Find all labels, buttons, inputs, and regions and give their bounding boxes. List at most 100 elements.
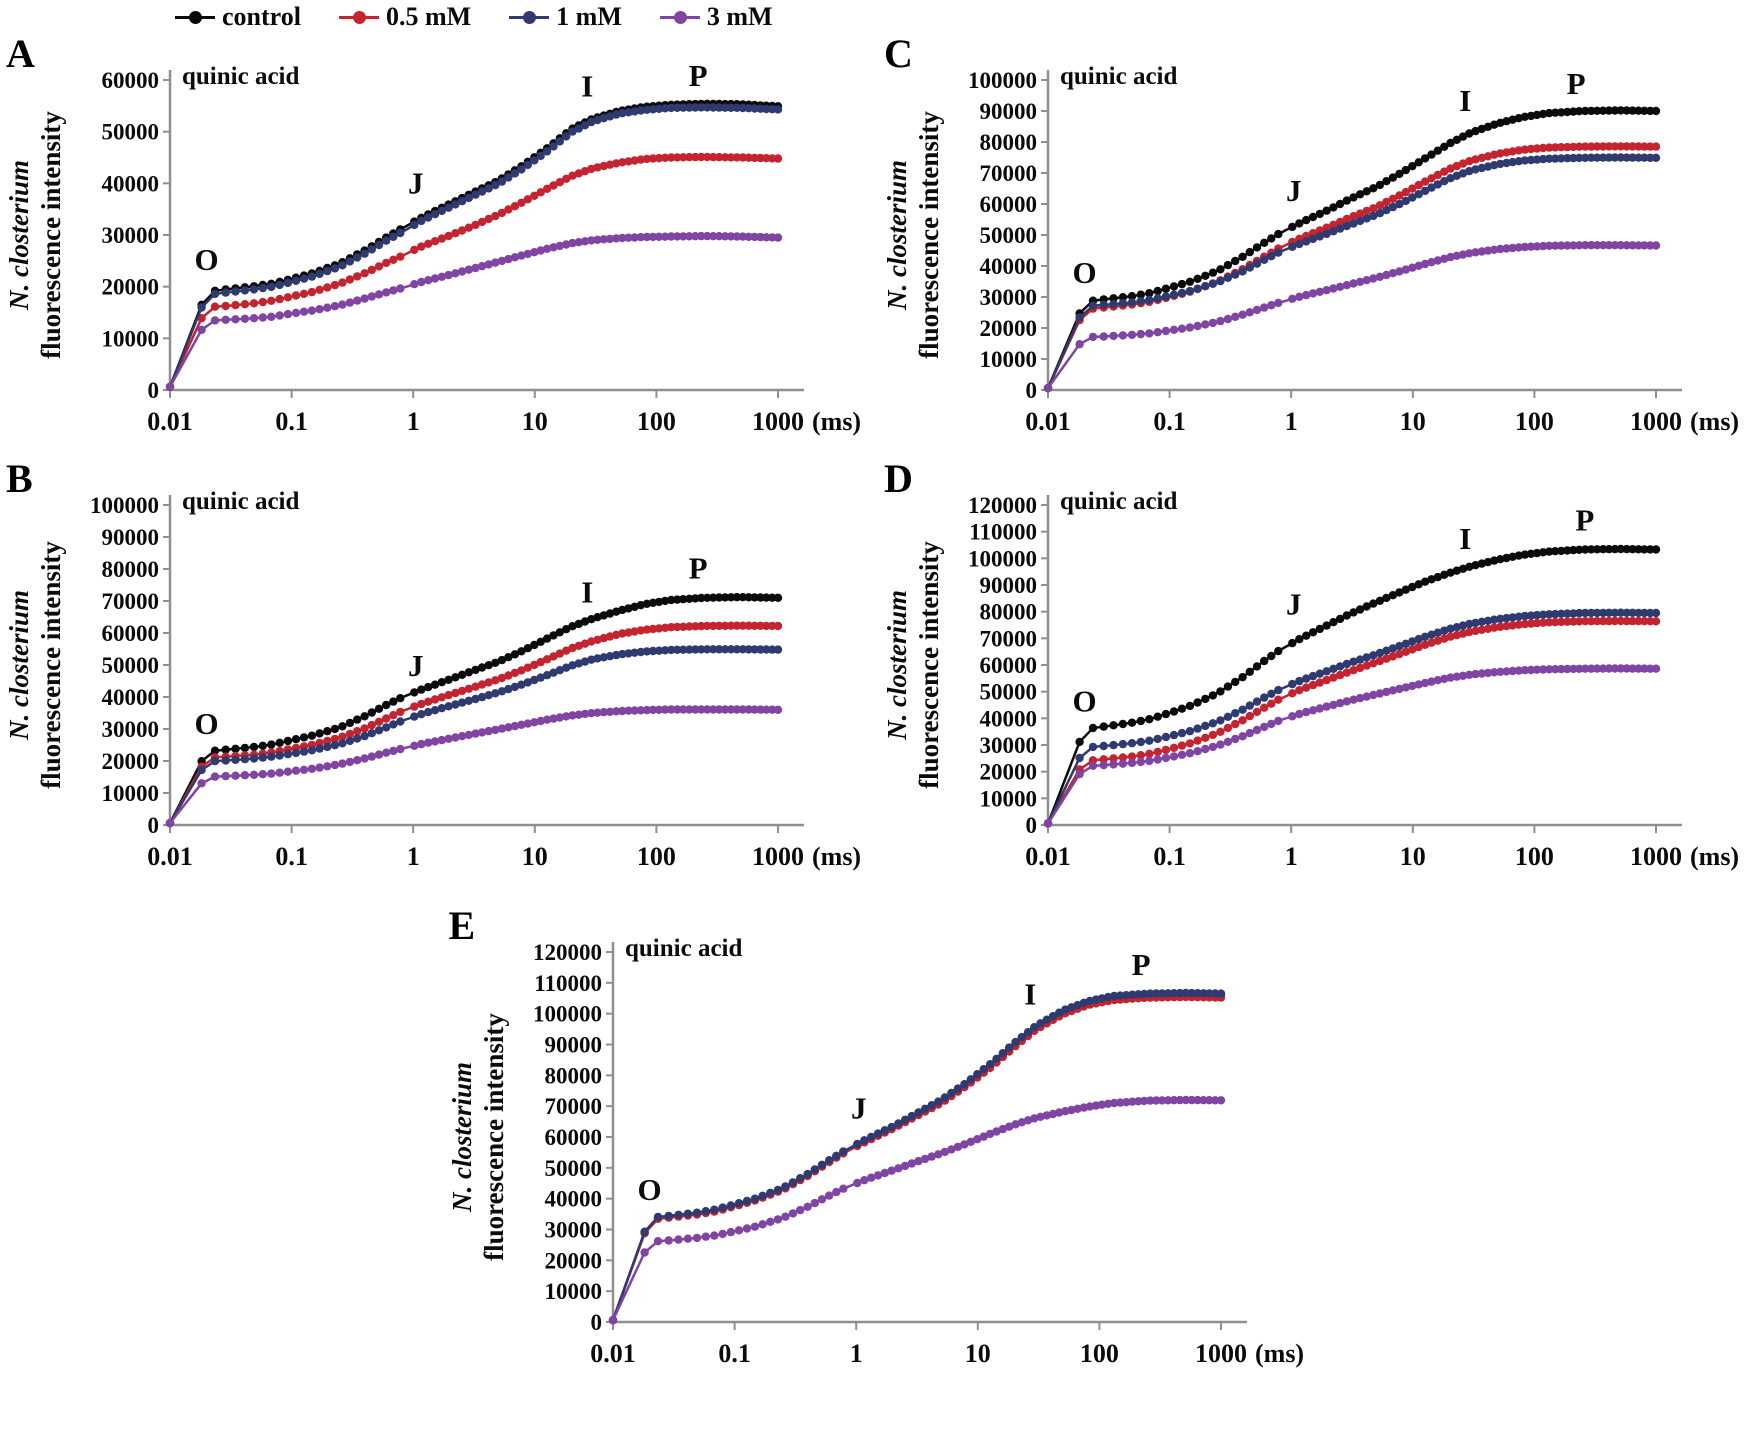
svg-text:80000: 80000 (544, 1063, 602, 1088)
svg-text:90000: 90000 (544, 1033, 602, 1058)
svg-text:60000: 60000 (980, 653, 1038, 678)
svg-text:O: O (1073, 684, 1097, 719)
panel-letter-C: C (884, 31, 913, 76)
svg-text:20000: 20000 (980, 760, 1038, 785)
svg-text:fluorescence intensity: fluorescence intensity (914, 541, 944, 789)
svg-text:0.1: 0.1 (1153, 407, 1186, 436)
svg-text:40000: 40000 (980, 706, 1038, 731)
svg-text:1: 1 (407, 407, 420, 436)
panel-C: C 0 10000 20000 30000 40000 50000 60000 70000 800… (878, 31, 1755, 459)
legend-item-0-5-mm: 0.5 mM (338, 2, 472, 32)
svg-text:O: O (195, 242, 219, 277)
svg-text:P: P (689, 58, 708, 93)
svg-text:1000: 1000 (1630, 842, 1682, 871)
svg-text:10: 10 (522, 407, 548, 436)
svg-text:N. closterium: N. closterium (447, 1062, 477, 1213)
svg-text:40000: 40000 (102, 171, 160, 196)
svg-text:70000: 70000 (544, 1094, 602, 1119)
legend-label: 0.5 mM (385, 2, 472, 31)
svg-text:I: I (581, 69, 593, 104)
legend-marker-icon (175, 10, 215, 24)
svg-text:0.1: 0.1 (1153, 842, 1186, 871)
chart-panel-E: 0 10000 20000 30000 40000 50000 60000 70000 8000… (447, 935, 1304, 1368)
svg-text:I: I (1459, 521, 1471, 556)
panel-letter-E: E (448, 903, 476, 948)
svg-text:100: 100 (637, 842, 676, 871)
svg-text:1: 1 (1285, 842, 1298, 871)
svg-text:20000: 20000 (980, 316, 1038, 341)
panel-B: B 0 10000 20000 30000 40000 50000 60000 70000 800… (0, 456, 878, 894)
svg-text:10000: 10000 (102, 781, 160, 806)
svg-text:quinic acid: quinic acid (1060, 488, 1177, 515)
svg-text:(ms): (ms) (1690, 842, 1739, 871)
svg-text:50000: 50000 (544, 1156, 602, 1181)
svg-text:10000: 10000 (102, 326, 160, 351)
panel-D: D 0 10000 20000 30000 40000 50000 60000 70000 800… (878, 456, 1755, 894)
legend-marker-icon (509, 10, 550, 24)
svg-text:0: 0 (148, 378, 160, 403)
svg-text:0: 0 (1026, 378, 1038, 403)
svg-text:60000: 60000 (980, 192, 1038, 217)
legend-item-1-mm: 1 mM (509, 2, 622, 32)
svg-text:70000: 70000 (102, 589, 160, 614)
svg-text:50000: 50000 (980, 223, 1038, 248)
chart-panel-A: 0 10000 20000 30000 40000 50000 60000 0.01 0.1 1 1… (4, 58, 861, 436)
svg-text:O: O (637, 1172, 661, 1207)
legend-marker-icon (338, 10, 379, 24)
legend-label: 3 mM (706, 2, 773, 31)
svg-text:70000: 70000 (980, 626, 1038, 651)
svg-text:120000: 120000 (533, 940, 602, 965)
svg-text:1000: 1000 (752, 842, 804, 871)
svg-text:30000: 30000 (102, 223, 160, 248)
chart-panel-B: 0 10000 20000 30000 40000 50000 60000 70000 8000… (4, 488, 861, 871)
svg-text:90000: 90000 (980, 573, 1038, 598)
svg-text:100000: 100000 (968, 68, 1037, 93)
chart-panel-C: 0 10000 20000 30000 40000 50000 60000 70000 8000… (882, 63, 1739, 436)
svg-text:40000: 40000 (544, 1187, 602, 1212)
svg-text:40000: 40000 (102, 685, 160, 710)
svg-text:N. closterium: N. closterium (882, 160, 912, 311)
svg-text:70000: 70000 (980, 161, 1038, 186)
svg-text:fluorescence intensity: fluorescence intensity (479, 1013, 509, 1261)
svg-text:0: 0 (148, 813, 160, 838)
svg-text:0.01: 0.01 (147, 407, 193, 436)
svg-text:J: J (1286, 173, 1302, 208)
svg-text:10: 10 (522, 842, 548, 871)
legend-label: control (222, 2, 301, 31)
svg-text:20000: 20000 (544, 1248, 602, 1273)
svg-text:I: I (1459, 83, 1471, 118)
svg-text:50000: 50000 (980, 680, 1038, 705)
svg-text:10: 10 (964, 1339, 990, 1368)
svg-text:120000: 120000 (968, 493, 1037, 518)
svg-text:0.1: 0.1 (275, 842, 308, 871)
svg-text:40000: 40000 (980, 254, 1038, 279)
svg-text:10: 10 (1400, 407, 1426, 436)
svg-text:J: J (408, 648, 424, 683)
svg-text:100: 100 (637, 407, 676, 436)
svg-text:60000: 60000 (102, 621, 160, 646)
svg-text:fluorescence intensity: fluorescence intensity (914, 111, 944, 359)
svg-text:30000: 30000 (544, 1218, 602, 1243)
chart-panel-D: 0100002000030000400005000060000700008000… (882, 488, 1739, 871)
svg-text:0.01: 0.01 (147, 842, 193, 871)
legend-label: 1 mM (556, 2, 622, 31)
svg-text:(ms): (ms) (1690, 407, 1739, 436)
svg-text:0.01: 0.01 (590, 1339, 636, 1368)
legend-item-control: control (175, 2, 301, 32)
svg-text:N. closterium: N. closterium (4, 590, 34, 741)
panel-letter-D: D (884, 456, 913, 501)
svg-text:P: P (1575, 502, 1594, 537)
panel-grid: A 0 10000 20000 30000 40000 50000 60000 0.01 0.1 1… (0, 31, 1755, 894)
svg-text:quinic acid: quinic acid (625, 935, 742, 962)
bottom-row: E 0 10000 20000 30000 40000 50000 60000 70000 800… (0, 903, 1755, 1391)
svg-text:N. closterium: N. closterium (882, 590, 912, 741)
svg-text:30000: 30000 (980, 733, 1038, 758)
legend-item-3-mm: 3 mM (659, 2, 773, 32)
svg-text:quinic acid: quinic acid (1060, 63, 1177, 90)
svg-text:N. closterium: N. closterium (4, 160, 34, 311)
panel-A: A 0 10000 20000 30000 40000 50000 60000 0.01 0.1 1… (0, 31, 878, 459)
panel-letter-B: B (6, 456, 33, 501)
svg-text:1: 1 (1285, 407, 1298, 436)
svg-text:1000: 1000 (1630, 407, 1682, 436)
panel-E: E 0 10000 20000 30000 40000 50000 60000 70000 800… (443, 903, 1313, 1391)
